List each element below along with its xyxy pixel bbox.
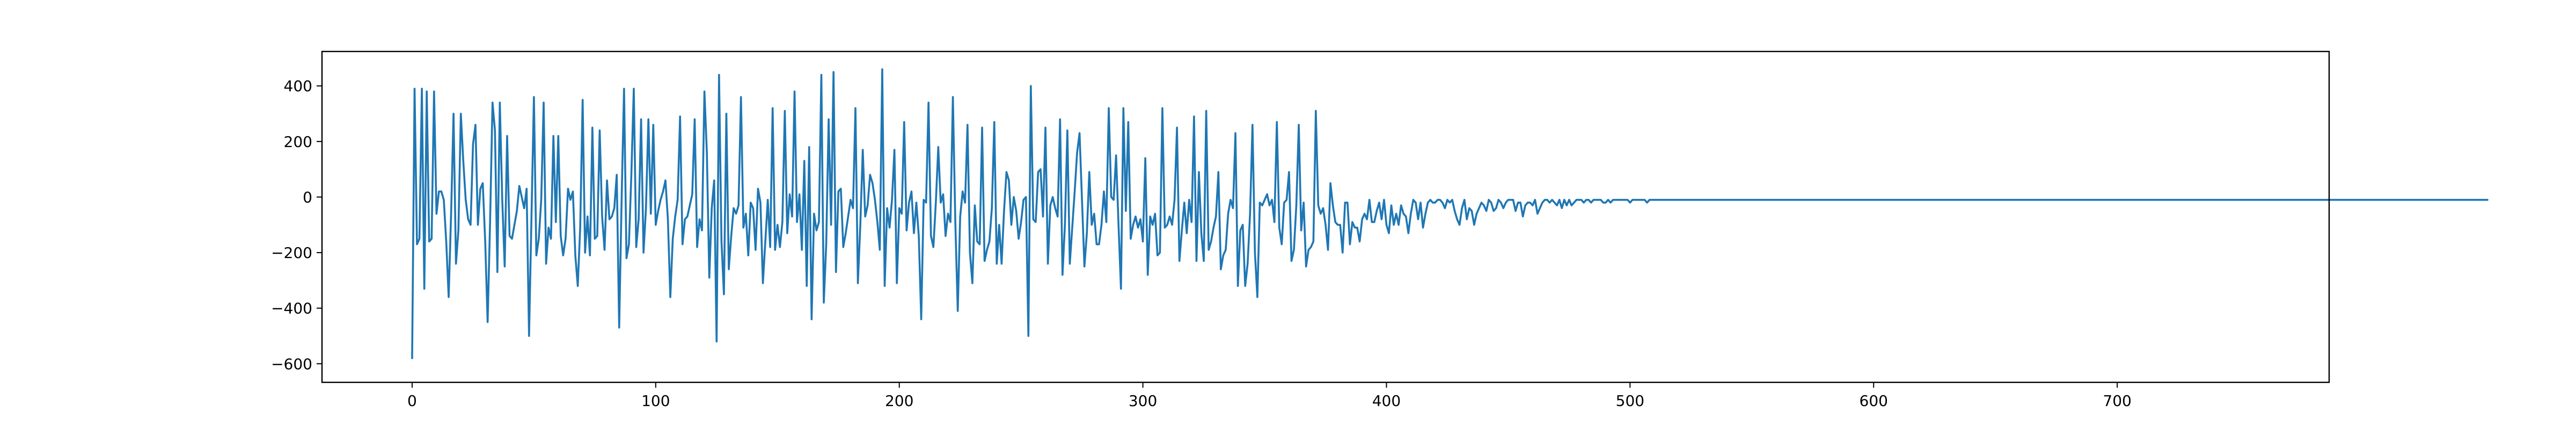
y-tick-label: 0 — [303, 188, 312, 206]
x-tick-label: 100 — [641, 392, 670, 410]
y-tick-label: −200 — [271, 244, 312, 262]
y-tick-label: −400 — [271, 300, 312, 317]
x-axis: 0 100 200 300 400 500 600 700 — [407, 382, 2132, 410]
y-axis: 400 200 0 −200 −400 −600 — [271, 77, 322, 373]
x-tick-label: 500 — [1616, 392, 1644, 410]
y-tick-label: 400 — [284, 77, 312, 95]
x-tick-label: 0 — [407, 392, 417, 410]
x-tick-label: 700 — [2103, 392, 2131, 410]
y-tick-label: 200 — [284, 133, 312, 151]
x-tick-label: 400 — [1372, 392, 1401, 410]
plot-frame — [321, 50, 2330, 383]
y-tick-label: −600 — [271, 355, 312, 373]
plot-area: 0 100 200 300 400 500 600 700 400 200 0 −200 −400 −6… — [271, 50, 2489, 410]
data-series-line — [411, 68, 2489, 359]
x-tick-label: 300 — [1129, 392, 1157, 410]
x-tick-label: 600 — [1860, 392, 1888, 410]
x-tick-label: 200 — [885, 392, 913, 410]
